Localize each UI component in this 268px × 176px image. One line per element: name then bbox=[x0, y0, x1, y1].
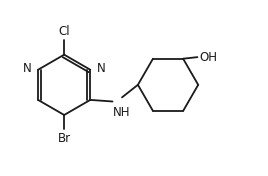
Text: Br: Br bbox=[58, 132, 71, 145]
Text: NH: NH bbox=[113, 106, 131, 119]
Text: Cl: Cl bbox=[58, 25, 70, 38]
Text: N: N bbox=[97, 62, 105, 75]
Text: OH: OH bbox=[199, 51, 217, 64]
Text: N: N bbox=[23, 62, 32, 75]
